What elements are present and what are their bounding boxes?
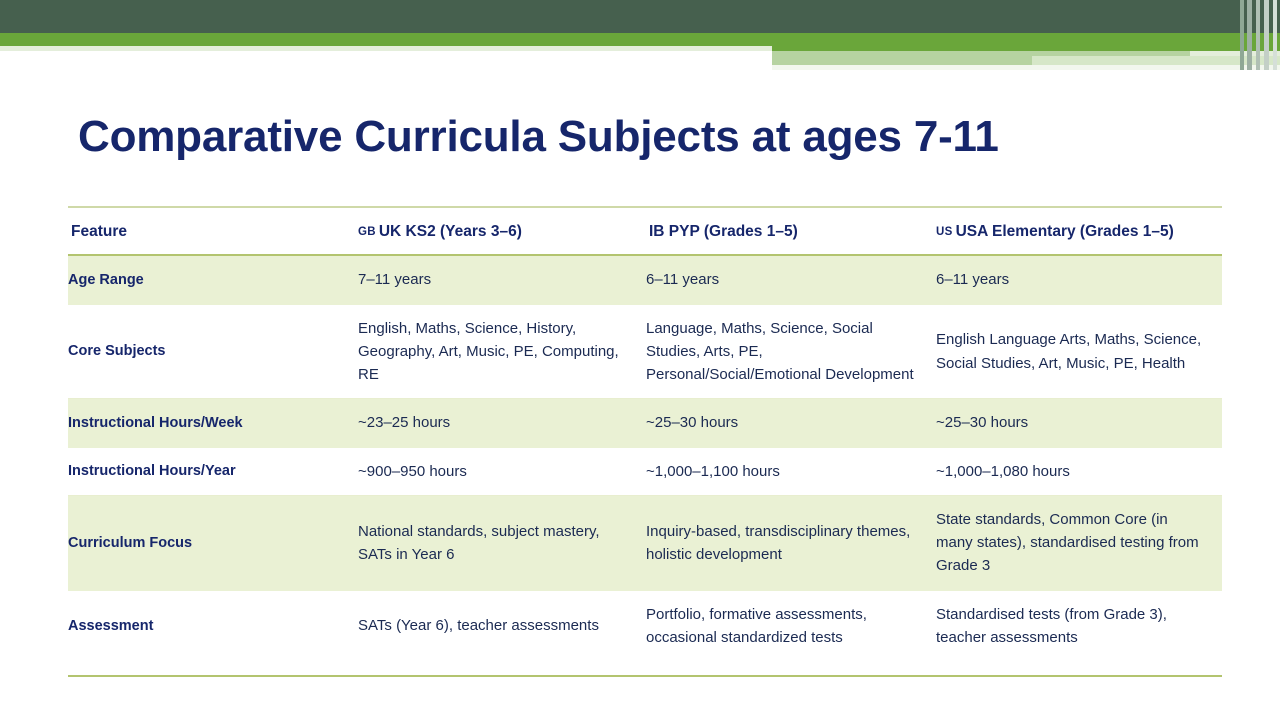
cell-ib-hours-week: ~25–30 hours [646, 398, 936, 448]
cell-ib-core-subjects: Language, Maths, Science, Social Studies… [646, 304, 936, 400]
table-row: Age Range 7–11 years 6–11 years 6–11 yea… [68, 255, 1222, 305]
flag-us-icon: US [936, 226, 953, 238]
table-header: Feature GB UK KS2 (Years 3–6) IB PYP (Gra… [68, 205, 1222, 257]
cell-usa-age-range: 6–11 years [936, 255, 1222, 305]
banner-vertical-stripe-5 [1273, 0, 1277, 70]
column-header-ib: IB PYP (Grades 1–5) [646, 205, 936, 257]
banner-bright-green-band [0, 33, 1280, 46]
column-header-feature: Feature [68, 205, 358, 257]
cell-ib-curriculum-focus: Inquiry-based, transdisciplinary themes,… [646, 495, 936, 591]
banner-light-green-stripe [772, 56, 1032, 65]
cell-usa-hours-week: ~25–30 hours [936, 398, 1222, 448]
column-header-ib-label: IB PYP (Grades 1–5) [649, 223, 798, 240]
cell-uk-core-subjects: English, Maths, Science, History, Geogra… [358, 304, 646, 400]
banner-pale-right-stripe [1190, 51, 1280, 56]
cell-usa-curriculum-focus: State standards, Common Core (in many st… [936, 495, 1222, 591]
banner-dark-green-band [0, 0, 1280, 33]
comparison-table-container: Feature GB UK KS2 (Years 3–6) IB PYP (Gra… [68, 205, 1222, 678]
banner-vertical-stripe-2 [1247, 0, 1252, 70]
page-title: Comparative Curricula Subjects at ages 7… [78, 112, 999, 161]
flag-gb-icon: GB [358, 226, 376, 238]
cell-uk-hours-year: ~900–950 hours [358, 447, 646, 496]
table-body: Age Range 7–11 years 6–11 years 6–11 yea… [68, 255, 1222, 678]
row-label-hours-year: Instructional Hours/Year [68, 447, 358, 496]
curricula-comparison-table: Feature GB UK KS2 (Years 3–6) IB PYP (Gra… [68, 205, 1222, 678]
table-row: Curriculum Focus National standards, sub… [68, 495, 1222, 591]
banner-light-green-stripe-2 [1032, 56, 1280, 65]
row-label-curriculum-focus: Curriculum Focus [68, 495, 358, 591]
cell-ib-hours-year: ~1,000–1,100 hours [646, 447, 936, 496]
table-row: Core Subjects English, Maths, Science, H… [68, 304, 1222, 400]
row-label-core-subjects: Core Subjects [68, 304, 358, 400]
banner-vertical-stripe-1 [1240, 0, 1244, 70]
row-label-hours-week: Instructional Hours/Week [68, 398, 358, 448]
slide-header-banner [0, 0, 1280, 70]
row-label-assessment: Assessment [68, 590, 358, 678]
banner-bright-right-stripe [772, 46, 1280, 51]
table-row: Instructional Hours/Week ~23–25 hours ~2… [68, 398, 1222, 448]
banner-pale-left-stripe [0, 46, 772, 51]
banner-vertical-stripe-3 [1256, 0, 1260, 70]
row-label-age-range: Age Range [68, 255, 358, 305]
cell-ib-age-range: 6–11 years [646, 255, 936, 305]
cell-usa-hours-year: ~1,000–1,080 hours [936, 447, 1222, 496]
banner-vertical-stripe-4 [1264, 0, 1269, 70]
table-row: Assessment SATs (Year 6), teacher assess… [68, 590, 1222, 678]
cell-uk-hours-week: ~23–25 hours [358, 398, 646, 448]
column-header-usa: US USA Elementary (Grades 1–5) [936, 205, 1222, 257]
cell-usa-assessment: Standardised tests (from Grade 3), teach… [936, 590, 1222, 678]
cell-uk-assessment: SATs (Year 6), teacher assessments [358, 590, 646, 678]
column-header-uk: GB UK KS2 (Years 3–6) [358, 205, 646, 257]
cell-usa-core-subjects: English Language Arts, Maths, Science, S… [936, 304, 1222, 400]
column-header-usa-label: USA Elementary (Grades 1–5) [955, 223, 1174, 240]
table-row: Instructional Hours/Year ~900–950 hours … [68, 447, 1222, 496]
cell-uk-age-range: 7–11 years [358, 255, 646, 305]
column-header-feature-label: Feature [71, 223, 127, 240]
cell-uk-curriculum-focus: National standards, subject mastery, SAT… [358, 495, 646, 591]
column-header-uk-label: UK KS2 (Years 3–6) [378, 223, 522, 240]
table-header-row: Feature GB UK KS2 (Years 3–6) IB PYP (Gra… [68, 205, 1222, 257]
banner-mid-right-stripe [772, 51, 1190, 56]
cell-ib-assessment: Portfolio, formative assessments, occasi… [646, 590, 936, 678]
banner-faint-stripe [772, 65, 1280, 70]
